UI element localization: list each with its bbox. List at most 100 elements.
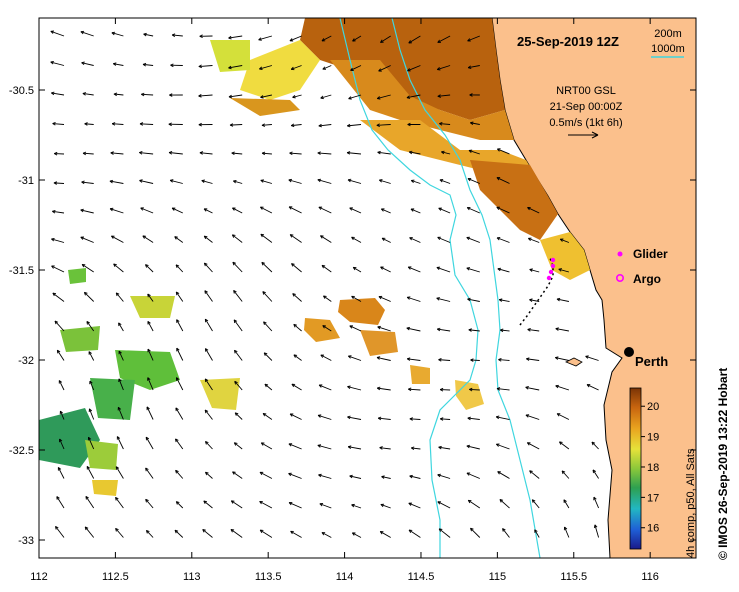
current-arrow (318, 473, 332, 479)
current-arrow (113, 263, 124, 273)
current-arrow (439, 122, 451, 126)
current-arrow (351, 295, 362, 302)
land-mass (492, 18, 696, 558)
current-arrow (56, 349, 65, 361)
current-arrow (203, 208, 213, 214)
current-arrow (293, 354, 302, 361)
colorbar-tick-label: 17 (647, 492, 659, 504)
current-arrow (228, 65, 243, 70)
current-arrow (139, 151, 154, 155)
current-arrow (260, 94, 272, 99)
current-arrow (352, 266, 362, 273)
y-tick-label: -31 (18, 175, 34, 187)
current-arrow (438, 358, 451, 362)
current-arrow (53, 181, 65, 185)
current-arrow (147, 320, 154, 332)
current-arrow (58, 380, 65, 391)
current-arrow (259, 471, 273, 479)
perth-label: Perth (635, 354, 668, 369)
glider-label: Glider (633, 247, 668, 261)
current-arrow (380, 266, 391, 273)
current-arrow (320, 94, 332, 100)
current-arrow (408, 35, 421, 44)
current-arrow (234, 412, 243, 420)
current-arrow (118, 378, 124, 391)
current-arrow (498, 358, 510, 362)
current-arrow (203, 235, 213, 243)
current-arrow (555, 384, 570, 391)
current-arrow (86, 321, 95, 332)
isobath-200m (391, 18, 541, 558)
current-arrow (176, 347, 184, 361)
current-arrow (115, 292, 124, 302)
current-arrow (561, 470, 570, 479)
current-arrow (534, 529, 540, 538)
marker-legend: Glider Argo (615, 247, 668, 286)
current-arrow (468, 328, 480, 332)
current-arrow (467, 177, 480, 184)
current-arrow (377, 150, 391, 155)
current-arrow (260, 442, 273, 450)
colorbar-tick-label: 16 (647, 523, 659, 535)
glider-legend-icon (617, 251, 623, 257)
current-arrow (526, 442, 540, 450)
current-arrow (347, 415, 362, 420)
current-arrow (80, 208, 94, 214)
y-tick-label: -31.5 (9, 265, 34, 277)
current-arrow (288, 472, 302, 479)
current-arrow (168, 122, 183, 127)
current-arrow (438, 528, 451, 538)
current-arrow (290, 123, 302, 128)
current-info: NRT00 GSL 21-Sep 00:00Z 0.5m/s (1kt 6h) (549, 85, 623, 139)
current-arrow (410, 446, 421, 451)
current-arrow (234, 349, 243, 361)
x-axis: 112 112.5 113 113.5 114 114.5 115 115.5 116 (30, 18, 659, 583)
current-arrow (377, 416, 391, 421)
current-arrow (146, 406, 154, 420)
current-arrow (228, 94, 243, 99)
current-arrow (141, 92, 154, 97)
current-arrow (406, 94, 421, 99)
current-arrow (531, 499, 540, 509)
current-arrow (319, 502, 332, 509)
plot-frame (38, 17, 697, 559)
current-arrow (318, 123, 332, 128)
colorbar-tick-label: 19 (647, 432, 659, 444)
current-arrow (203, 500, 213, 509)
current-arrow (376, 386, 391, 391)
current-arrow (82, 151, 94, 156)
current-arrow (320, 235, 332, 243)
current-arrow (171, 33, 183, 38)
current-arrow (262, 291, 273, 302)
current-scale: 0.5m/s (1kt 6h) (549, 117, 622, 129)
current-arrow (499, 499, 510, 509)
current-arrow (470, 121, 480, 126)
current-vector-field (50, 30, 600, 538)
current-arrow (139, 122, 154, 126)
current-arrow (260, 206, 273, 214)
current-arrow (408, 150, 421, 155)
isobath-1000m (339, 18, 479, 558)
current-arrow (204, 409, 213, 420)
current-arrow (439, 179, 451, 184)
legend-1000m: 1000m (651, 43, 685, 55)
current-arrow (495, 415, 510, 420)
current-arrow (496, 177, 510, 184)
current-arrow (407, 266, 421, 273)
current-arrow (230, 528, 243, 538)
current-arrow (586, 384, 599, 391)
current-arrow (111, 235, 124, 243)
current-arrow (233, 319, 243, 332)
x-tick-label: 115.5 (560, 571, 587, 583)
current-arrow (111, 31, 124, 37)
y-tick-label: -32.5 (9, 445, 34, 457)
current-arrow (288, 206, 302, 214)
current-arrow (439, 387, 451, 392)
current-arrow (204, 378, 213, 391)
current-arrow (317, 178, 332, 184)
current-arrow (174, 236, 184, 243)
current-arrow (145, 529, 154, 538)
current-arrow (109, 207, 124, 214)
current-arrow (592, 469, 599, 479)
